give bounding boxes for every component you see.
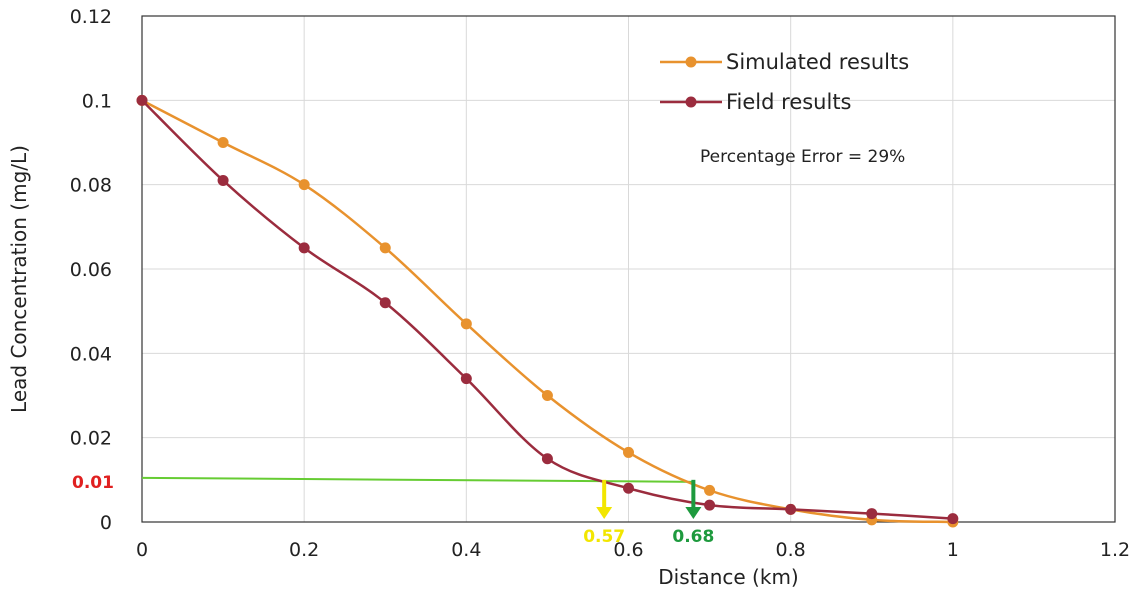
- distance-marker: 0.57: [583, 479, 625, 547]
- data-point: [541, 390, 553, 401]
- threshold-line: [141, 476, 694, 483]
- x-tick-label: 0.4: [451, 539, 481, 561]
- data-point: [947, 513, 959, 525]
- x-tick-label: 0.8: [776, 539, 806, 561]
- grid-lines: [141, 15, 1116, 523]
- series-field: [136, 94, 959, 525]
- x-tick-label: 1: [947, 539, 959, 561]
- data-point: [298, 242, 310, 254]
- y-tick-label: 0.02: [70, 428, 112, 450]
- marker-label: 0.68: [672, 527, 714, 547]
- legend-label-field: Field results: [726, 90, 852, 114]
- data-point: [136, 94, 148, 106]
- x-axis-label: Distance (km): [658, 565, 798, 589]
- y-tick-label: 0.12: [70, 6, 112, 28]
- series-simulated: [136, 94, 959, 528]
- data-point: [623, 482, 634, 494]
- y-tick-labels: 0 0.02 0.04 0.06 0.08 0.1 0.12: [70, 6, 112, 534]
- data-point: [298, 179, 310, 191]
- y-tick-label: 0.08: [70, 175, 112, 197]
- data-point: [866, 508, 878, 520]
- legend-label-simulated: Simulated results: [726, 50, 909, 74]
- series-line: [141, 99, 953, 520]
- x-tick-label: 1.2: [1100, 539, 1130, 561]
- data-point: [379, 242, 391, 254]
- y-axis-label: Lead Concentration (mg/L): [7, 145, 31, 413]
- marker-arrow-head: [685, 507, 702, 519]
- y-tick-label: 0.06: [70, 259, 112, 281]
- x-tick-labels: 0 0.2 0.4 0.6 0.8 1 1.2: [136, 539, 1130, 561]
- x-tick-label: 0: [136, 539, 148, 561]
- legend-item-field: Field results: [660, 90, 852, 114]
- y-tick-label: 0.1: [82, 90, 112, 112]
- distance-markers: 0.57 0.68: [583, 479, 714, 547]
- marker-label: 0.57: [583, 527, 625, 547]
- distance-marker: 0.68: [672, 479, 714, 547]
- series-layer: [136, 94, 959, 528]
- marker-arrow-head: [596, 507, 613, 519]
- x-tick-label: 0.2: [289, 539, 319, 561]
- data-point: [704, 484, 716, 496]
- data-point: [379, 297, 391, 309]
- data-point: [704, 499, 716, 511]
- threshold-annotation: 0.01: [72, 473, 694, 493]
- percentage-error-note: Percentage Error = 29%: [700, 147, 905, 167]
- legend-marker-field: [685, 96, 697, 108]
- legend-item-simulated: Simulated results: [660, 50, 909, 74]
- data-point: [541, 453, 553, 465]
- data-point: [785, 503, 797, 515]
- y-tick-label: 0.04: [70, 343, 112, 365]
- threshold-label: 0.01: [72, 473, 114, 493]
- y-tick-label: 0: [100, 512, 112, 534]
- x-tick-label: 0.6: [613, 539, 643, 561]
- plot-frame: [141, 15, 1116, 523]
- data-point: [623, 446, 634, 458]
- data-point: [217, 174, 229, 186]
- data-point: [460, 373, 472, 385]
- legend-marker-simulated: [685, 56, 697, 68]
- legend: Simulated results Field results: [660, 50, 909, 114]
- data-point: [460, 318, 472, 330]
- data-point: [217, 137, 229, 148]
